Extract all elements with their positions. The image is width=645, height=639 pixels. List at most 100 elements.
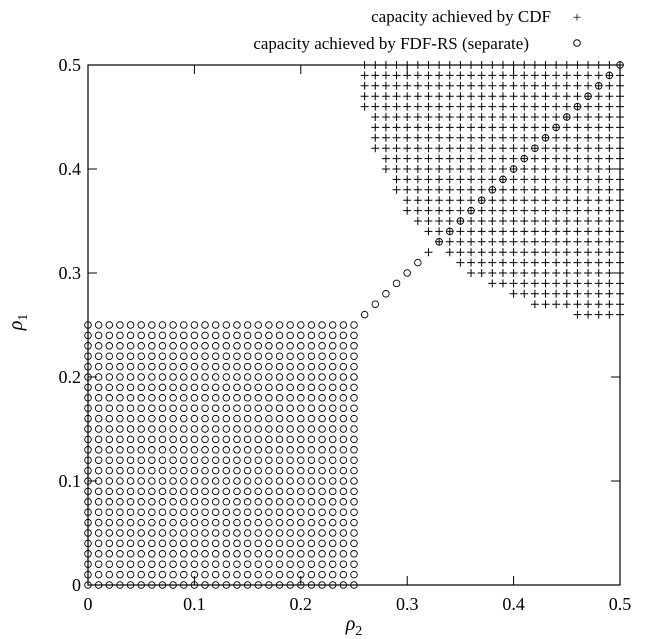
series-cdf (360, 61, 624, 319)
fdf-rs-point (94, 477, 103, 485)
cdf-point (467, 61, 476, 69)
cdf-point (584, 196, 593, 205)
fdf-rs-point (94, 425, 103, 433)
fdf-rs-point (265, 404, 273, 412)
fdf-rs-point (286, 570, 294, 579)
cdf-point (520, 113, 529, 121)
cdf-point (445, 175, 454, 184)
fdf-rs-point (126, 581, 135, 589)
cdf-point (530, 71, 539, 80)
fdf-rs-point (190, 581, 199, 589)
fdf-rs-point (116, 394, 124, 402)
cdf-point (584, 227, 593, 236)
fdf-rs-point (105, 560, 114, 568)
fdf-rs-point (286, 487, 294, 496)
cdf-point (456, 165, 465, 173)
fdf-rs-point (148, 352, 156, 360)
fdf-rs-point (148, 394, 156, 402)
cdf-point (584, 185, 593, 194)
fdf-rs-point (116, 352, 124, 360)
fdf-rs-point (169, 362, 177, 371)
cdf-point (424, 185, 433, 194)
fdf-rs-point (169, 581, 177, 589)
fdf-rs-point (105, 404, 114, 412)
fdf-rs-point (158, 362, 167, 371)
fdf-rs-point (94, 435, 103, 444)
fdf-rs-point (201, 508, 209, 516)
fdf-rs-point (116, 477, 124, 485)
fdf-rs-point (243, 394, 252, 402)
fdf-rs-point (180, 529, 188, 537)
cdf-point (594, 248, 603, 257)
cdf-point (594, 196, 603, 205)
fdf-rs-point (116, 362, 124, 371)
fdf-rs-point (254, 508, 262, 516)
fdf-rs-point (297, 560, 305, 568)
fdf-rs-point (180, 321, 188, 329)
fdf-rs-point (201, 331, 209, 340)
cdf-point (456, 123, 465, 132)
cdf-point (520, 237, 529, 246)
fdf-rs-point (328, 487, 337, 496)
cdf-point (467, 258, 476, 267)
cdf-point (573, 71, 582, 80)
fdf-rs-point (116, 487, 124, 496)
fdf-rs-point (328, 435, 337, 444)
cdf-point (594, 206, 603, 215)
cdf-point (605, 154, 614, 163)
cdf-point (413, 165, 422, 173)
cdf-point (584, 71, 593, 80)
cdf-point (562, 185, 571, 194)
cdf-point (509, 61, 518, 69)
fdf-rs-point (148, 446, 156, 454)
fdf-rs-point (116, 414, 124, 423)
cdf-point (435, 196, 444, 205)
fdf-rs-point (265, 321, 273, 329)
fdf-rs-point (94, 383, 103, 392)
fdf-rs-point (222, 331, 231, 340)
fdf-rs-point (211, 518, 220, 527)
fdf-rs-point (275, 550, 284, 558)
fdf-rs-point (169, 529, 177, 537)
fdf-rs-point (148, 342, 156, 350)
fdf-rs-point (222, 414, 231, 423)
fdf-rs-point (297, 570, 305, 579)
cdf-point (477, 217, 486, 225)
cdf-point (381, 154, 390, 163)
fdf-rs-point (180, 560, 188, 568)
fdf-rs-point (350, 394, 358, 402)
cdf-point (392, 102, 401, 111)
cdf-point (584, 310, 593, 319)
cdf-point (520, 61, 529, 69)
fdf-rs-point (84, 383, 92, 392)
fdf-rs-point (180, 550, 188, 558)
fdf-rs-point (116, 550, 124, 558)
cdf-point (445, 237, 454, 246)
cdf-point (541, 92, 550, 101)
fdf-rs-point (180, 331, 188, 340)
cdf-point (520, 196, 529, 205)
fdf-rs-point (254, 550, 262, 558)
cdf-point (530, 61, 539, 69)
cdf-point (530, 289, 539, 298)
cdf-point (488, 165, 497, 173)
fdf-rs-point (137, 456, 145, 464)
cdf-point (424, 165, 433, 173)
fdf-rs-point (392, 279, 401, 288)
fdf-rs-point (137, 404, 145, 412)
fdf-rs-point (318, 550, 326, 558)
fdf-rs-point (84, 508, 92, 516)
cdf-point (552, 123, 561, 132)
fdf-rs-point (126, 383, 135, 392)
cdf-point (562, 113, 571, 121)
fdf-rs-point (158, 331, 167, 340)
fdf-rs-point (275, 560, 284, 568)
fdf-rs-point (254, 446, 262, 454)
fdf-rs-point (116, 456, 124, 464)
cdf-point (584, 123, 593, 132)
fdf-rs-point (126, 498, 135, 506)
fdf-rs-point (243, 362, 252, 371)
cdf-point (424, 113, 433, 121)
fdf-rs-point (318, 342, 326, 350)
fdf-rs-point (84, 373, 92, 381)
